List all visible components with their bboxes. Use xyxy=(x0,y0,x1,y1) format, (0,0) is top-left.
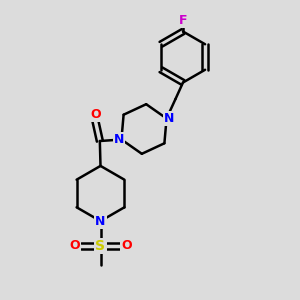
Text: O: O xyxy=(69,239,80,252)
Text: F: F xyxy=(179,14,187,27)
Text: N: N xyxy=(164,112,174,125)
Text: O: O xyxy=(121,239,132,252)
Text: O: O xyxy=(90,107,101,121)
Text: S: S xyxy=(95,239,106,253)
Text: N: N xyxy=(95,214,106,228)
Text: N: N xyxy=(114,133,124,146)
